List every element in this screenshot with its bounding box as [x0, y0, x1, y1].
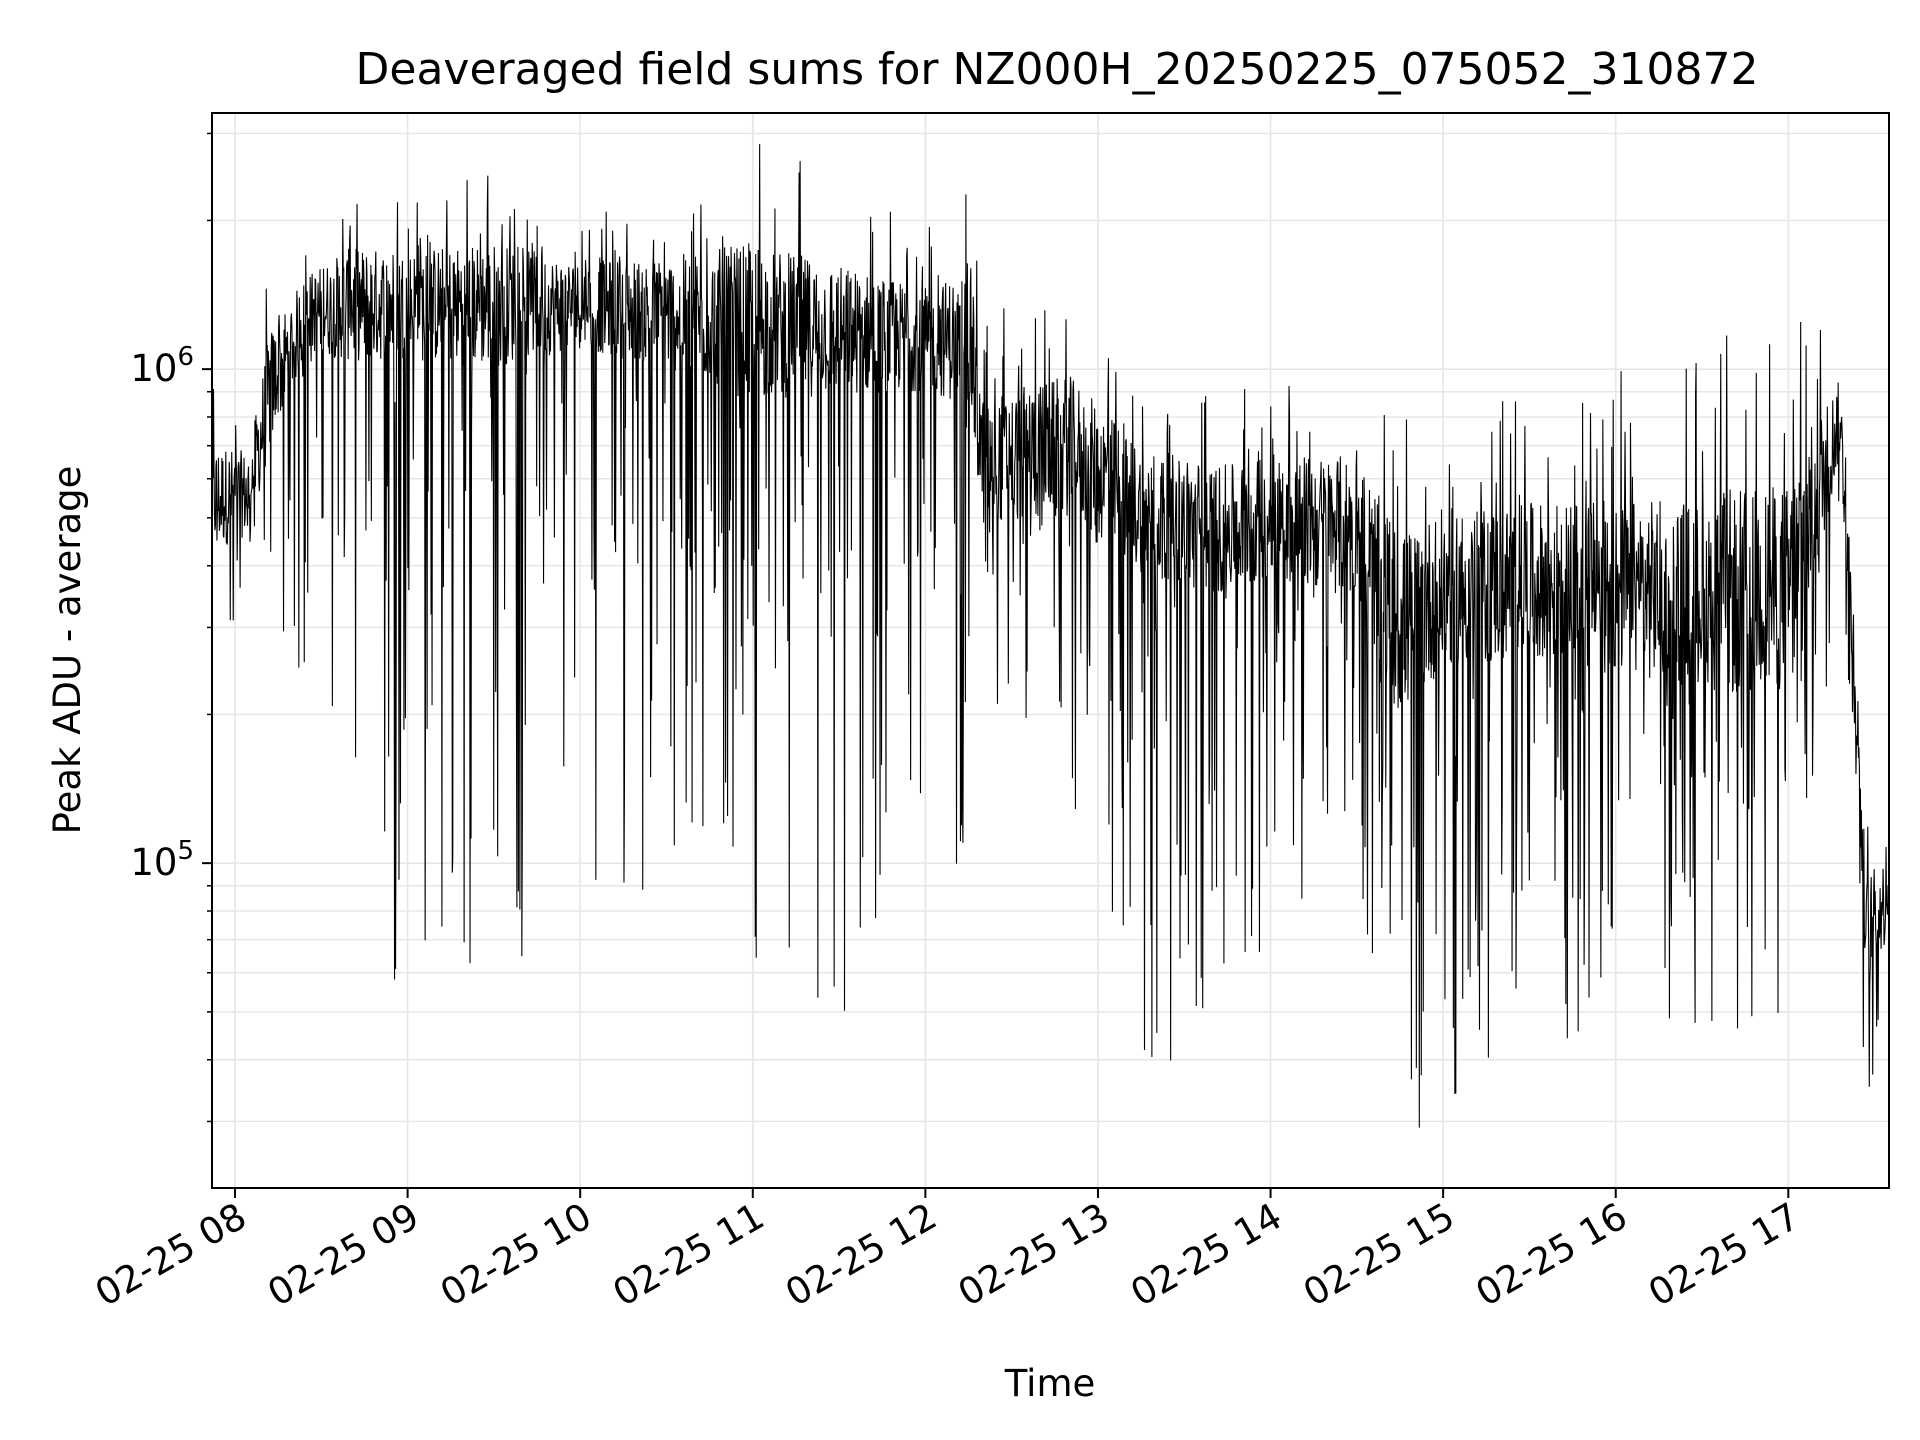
y-axis-label: Peak ADU - average [46, 466, 89, 835]
chart-title: Deaveraged field sums for NZ000H_2025022… [356, 44, 1759, 95]
x-axis-label: Time [1004, 1362, 1096, 1405]
